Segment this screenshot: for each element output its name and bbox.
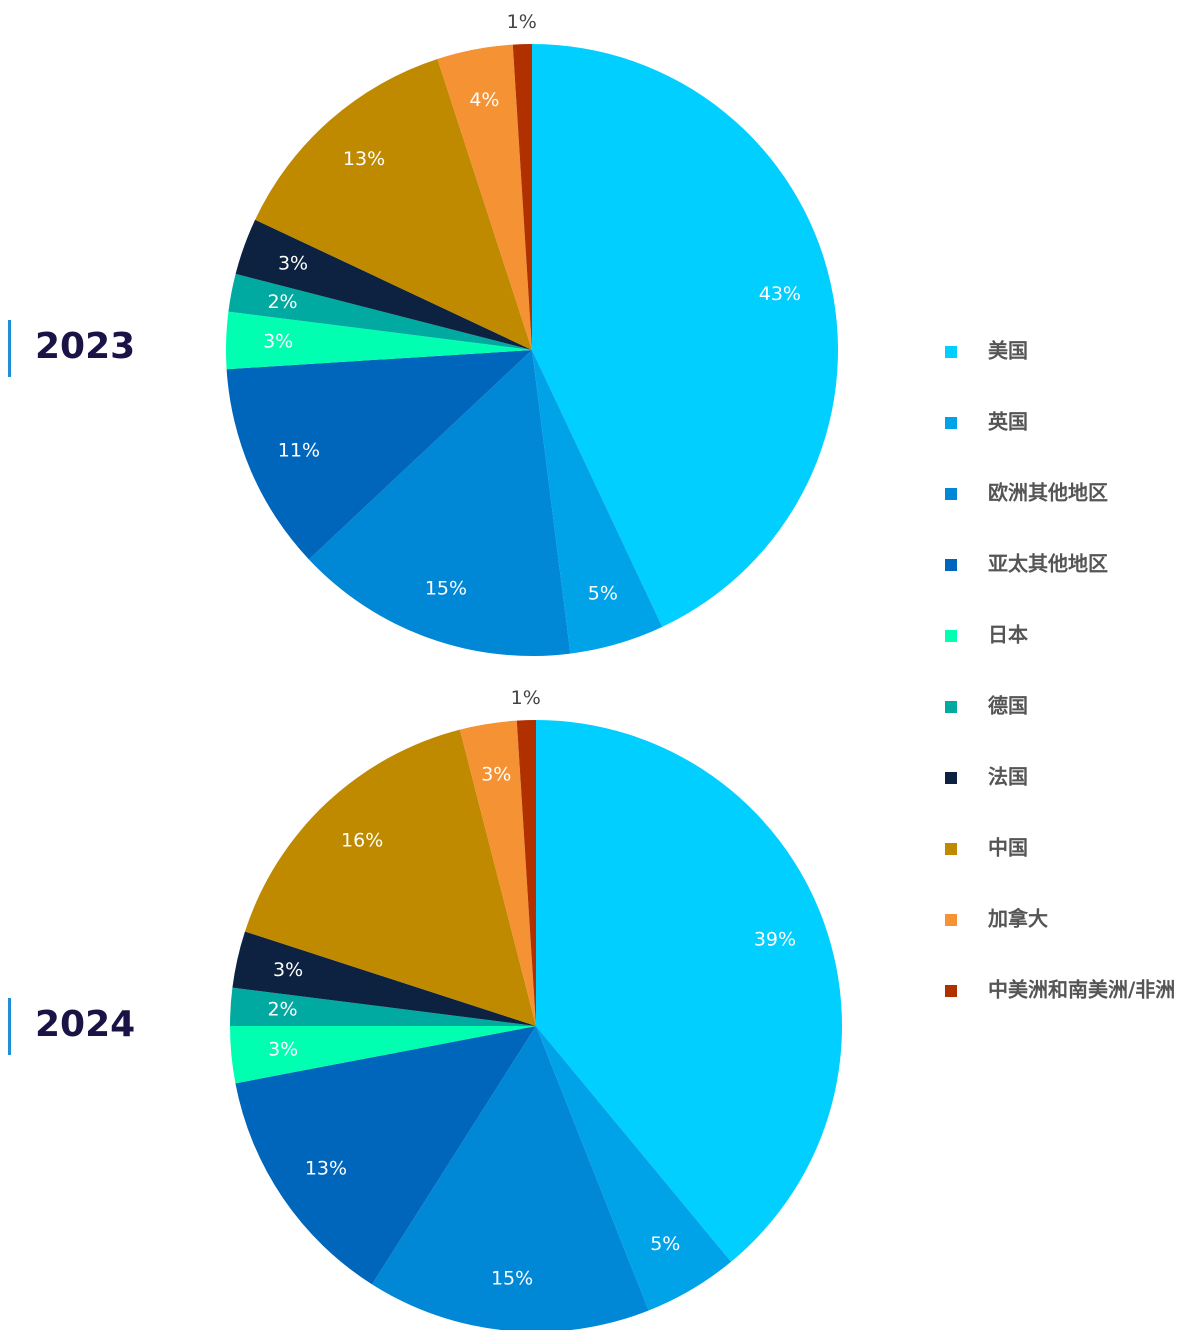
pie-slice [235,1026,536,1285]
legend-label: 亚太其他地区 [988,552,1108,576]
legend-swatch [945,488,957,500]
legend-label: 英国 [988,410,1028,434]
pie-slice [230,1026,536,1084]
data-label: 13% [305,1157,347,1179]
legend-swatch [945,417,957,429]
data-label: 3% [481,764,511,786]
pie-slice [512,44,532,350]
legend-swatch [945,843,957,855]
data-label: 5% [650,1233,680,1255]
title-bar [8,998,11,1055]
pie-slice [235,219,532,350]
data-label: 43% [759,283,801,305]
pie-slice [459,720,536,1026]
data-label: 1% [511,687,541,709]
data-label: 2% [267,999,297,1021]
chart-title: 2024 [35,1004,135,1045]
data-label: 13% [343,148,385,170]
data-label: 1% [507,11,537,33]
pie-slice [228,273,532,350]
data-label: 3% [278,252,308,274]
data-label: 39% [754,928,796,950]
data-label: 11% [278,439,320,461]
data-label: 4% [469,89,499,111]
chart-title: 2023 [35,326,135,367]
legend-swatch [945,630,957,642]
legend-label: 美国 [988,339,1028,363]
pie-slice [232,931,536,1026]
legend-swatch [945,772,957,784]
pie-slice [230,987,536,1026]
legend-label: 欧洲其他地区 [988,481,1108,505]
pie-slice [226,350,532,560]
data-label: 2% [267,291,297,313]
pie-slice [308,350,571,657]
data-label: 3% [273,959,303,981]
legend-label: 法国 [988,765,1028,789]
data-label: 16% [341,829,383,851]
data-label: 15% [491,1267,533,1289]
data-label: 3% [263,331,293,353]
legend-label: 加拿大 [987,907,1048,931]
pie-slice [226,311,532,370]
pie-slice [437,44,532,350]
legend-swatch [945,559,957,571]
title-bar [8,320,11,377]
legend-label: 日本 [988,623,1028,647]
pie-slice [255,58,532,350]
pie-slice [244,729,537,1026]
data-label: 5% [588,582,618,604]
pie-slice [532,44,838,627]
pie-slice [372,1026,649,1330]
data-label: 15% [425,577,467,599]
pie-slice [532,350,663,654]
pie-slice [536,720,842,1262]
legend-swatch [945,914,957,926]
legend-swatch [945,985,957,997]
legend-label: 中国 [988,836,1028,860]
data-label: 3% [268,1038,298,1060]
legend-label: 中美洲和南美洲/非洲 [988,978,1175,1002]
legend-swatch [945,346,957,358]
legend-swatch [945,701,957,713]
legend-label: 德国 [988,694,1028,718]
pie-slice [536,1026,732,1311]
pie-slice [516,720,536,1026]
